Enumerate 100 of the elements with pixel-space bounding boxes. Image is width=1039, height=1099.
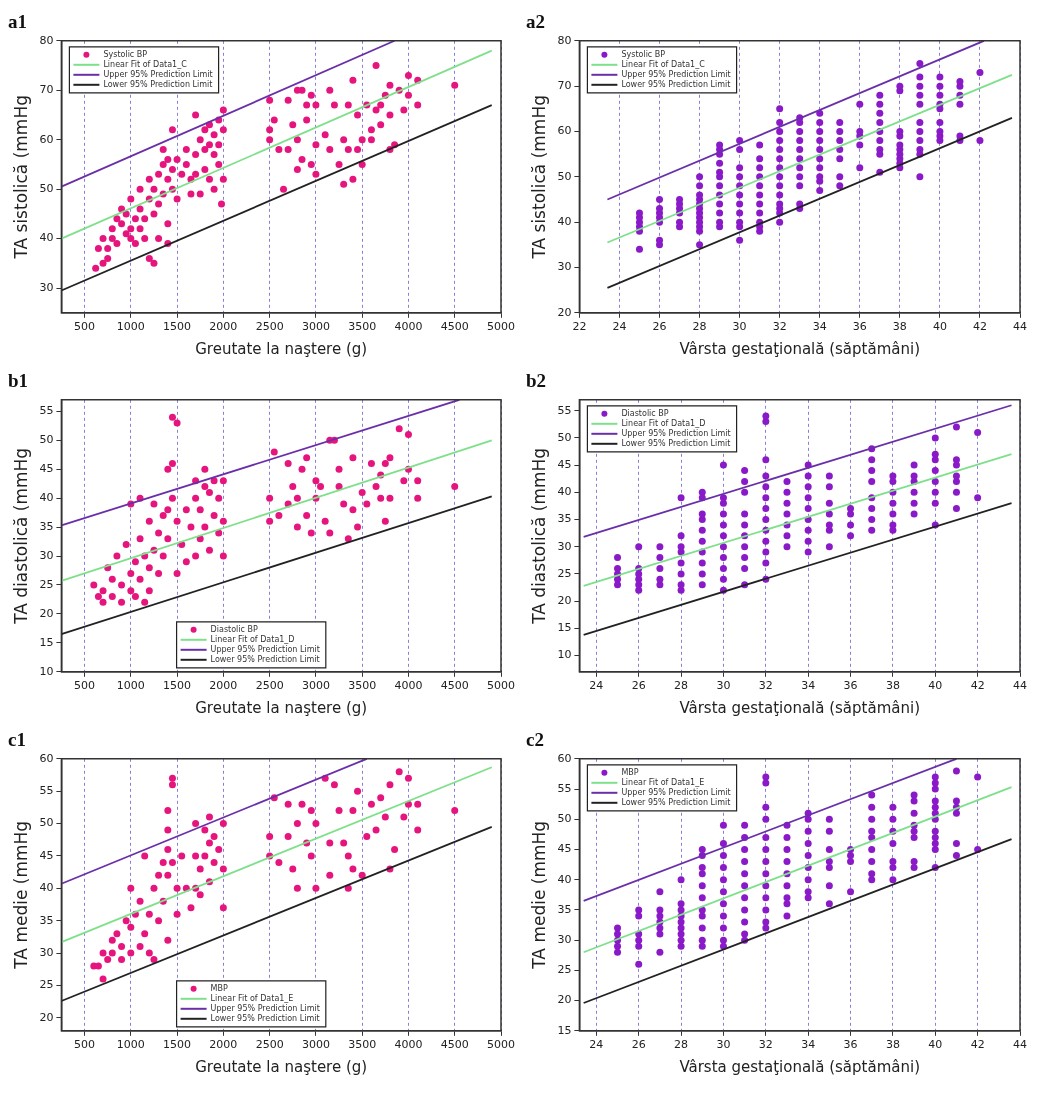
x-tick-label: 26: [652, 320, 667, 334]
legend-label: Systolic BP: [621, 49, 666, 59]
y-tick-label: 70: [557, 78, 572, 92]
x-tick-label: 30: [732, 320, 747, 334]
x-tick-label: 42: [970, 1038, 985, 1052]
y-tick-label: 20: [557, 593, 572, 607]
x-tick-label: 40: [928, 679, 943, 693]
x-tick-label: 2000: [209, 679, 238, 693]
y-tick-label: 50: [557, 812, 572, 826]
y-tick-label: 35: [557, 902, 572, 916]
y-tick-label: 50: [39, 182, 54, 196]
x-tick-label: 5000: [487, 320, 515, 334]
y-tick-label: 55: [557, 403, 572, 417]
y-tick-label: 15: [557, 1023, 572, 1037]
chart-title: b1: [8, 370, 29, 392]
x-tick-label: 34: [801, 679, 816, 693]
x-tick-label: 22: [572, 320, 587, 334]
legend-label: Linear Fit of Data1_D: [210, 634, 295, 644]
y-tick-label: 20: [557, 993, 572, 1007]
y-tick-label: 25: [557, 566, 572, 580]
legend-label: Diastolic BP: [621, 408, 669, 418]
x-tick-label: 1500: [163, 1038, 192, 1052]
x-tick-label: 32: [758, 1038, 773, 1052]
x-tick-label: 2500: [255, 679, 284, 693]
chart-title: a1: [8, 11, 27, 33]
y-tick-label: 60: [39, 751, 54, 765]
legend-label: Lower 95% Prediction Limit: [103, 79, 213, 89]
y-tick-label: 55: [557, 781, 572, 795]
x-tick-label: 5000: [487, 1038, 515, 1052]
legend-label: Upper 95% Prediction Limit: [621, 69, 731, 79]
x-tick-label: 5000: [487, 679, 515, 693]
legend-label: Linear Fit of Data1_E: [210, 993, 294, 1003]
legend-label: Linear Fit of Data1_E: [621, 777, 705, 787]
y-tick-label: 55: [39, 404, 54, 418]
x-tick-label: 500: [74, 679, 96, 693]
y-axis-title: TA diastolică (mmHg: [528, 447, 549, 625]
x-tick-label: 1000: [116, 679, 145, 693]
x-tick-label: 38: [892, 320, 907, 334]
y-tick-label: 25: [39, 978, 54, 992]
x-tick-label: 2000: [209, 1038, 238, 1052]
y-tick-label: 40: [557, 485, 572, 499]
x-tick-label: 1500: [163, 320, 192, 334]
y-tick-label: 10: [39, 664, 54, 678]
legend-label: Linear Fit of Data1_D: [621, 418, 706, 428]
x-tick-label: 3000: [301, 320, 330, 334]
y-tick-label: 30: [557, 539, 572, 553]
legend-label: Upper 95% Prediction Limit: [103, 69, 213, 79]
y-tick-label: 25: [39, 577, 54, 591]
legend-label: Lower 95% Prediction Limit: [621, 797, 731, 807]
x-tick-label: 32: [758, 679, 773, 693]
x-tick-label: 36: [843, 1038, 858, 1052]
x-tick-label: 44: [1013, 679, 1027, 693]
legend-label: Systolic BP: [103, 49, 148, 59]
legend-label: Upper 95% Prediction Limit: [210, 1003, 320, 1013]
x-tick-label: 1000: [116, 320, 145, 334]
legend-label: Diastolic BP: [210, 624, 258, 634]
x-tick-label: 2500: [255, 1038, 284, 1052]
y-tick-label: 60: [39, 132, 54, 146]
x-tick-label: 1500: [163, 679, 192, 693]
chart-title: b2: [526, 370, 547, 392]
y-tick-label: 40: [39, 881, 54, 895]
x-tick-label: 4000: [394, 679, 423, 693]
x-axis-title: Greutate la naştere (g): [195, 339, 368, 358]
y-tick-label: 60: [557, 124, 572, 138]
y-tick-label: 50: [39, 433, 54, 447]
x-tick-label: 28: [692, 320, 707, 334]
y-tick-label: 50: [557, 169, 572, 183]
x-tick-label: 38: [885, 1038, 900, 1052]
y-tick-label: 80: [557, 33, 572, 47]
y-tick-label: 30: [39, 280, 54, 294]
x-tick-label: 42: [970, 679, 985, 693]
y-tick-label: 30: [557, 260, 572, 274]
y-tick-label: 20: [39, 1010, 54, 1024]
x-tick-label: 28: [674, 679, 689, 693]
x-axis-title: Vârsta gestaţională (săptămâni): [679, 1057, 920, 1076]
y-tick-label: 10: [557, 648, 572, 662]
chart-title: c2: [526, 729, 544, 751]
x-tick-label: 3500: [348, 679, 377, 693]
x-tick-label: 40: [932, 320, 947, 334]
x-tick-label: 28: [674, 1038, 689, 1052]
x-tick-label: 36: [852, 320, 867, 334]
x-tick-label: 24: [589, 679, 604, 693]
x-tick-label: 4500: [440, 320, 469, 334]
y-tick-label: 35: [557, 512, 572, 526]
x-tick-label: 44: [1013, 320, 1027, 334]
x-tick-label: 4500: [440, 1038, 469, 1052]
y-tick-label: 35: [39, 519, 54, 533]
y-tick-label: 50: [557, 430, 572, 444]
legend-label: Upper 95% Prediction Limit: [621, 428, 731, 438]
x-tick-label: 4500: [440, 679, 469, 693]
x-axis-title: Vârsta gestaţională (săptămâni): [679, 698, 920, 717]
y-tick-label: 30: [39, 548, 54, 562]
x-tick-label: 30: [716, 679, 731, 693]
x-tick-label: 30: [716, 1038, 731, 1052]
y-tick-label: 15: [39, 635, 54, 649]
y-tick-label: 15: [557, 621, 572, 635]
y-tick-label: 25: [557, 963, 572, 977]
x-tick-label: 3500: [348, 1038, 377, 1052]
x-tick-label: 34: [801, 1038, 816, 1052]
x-tick-label: 24: [589, 1038, 604, 1052]
